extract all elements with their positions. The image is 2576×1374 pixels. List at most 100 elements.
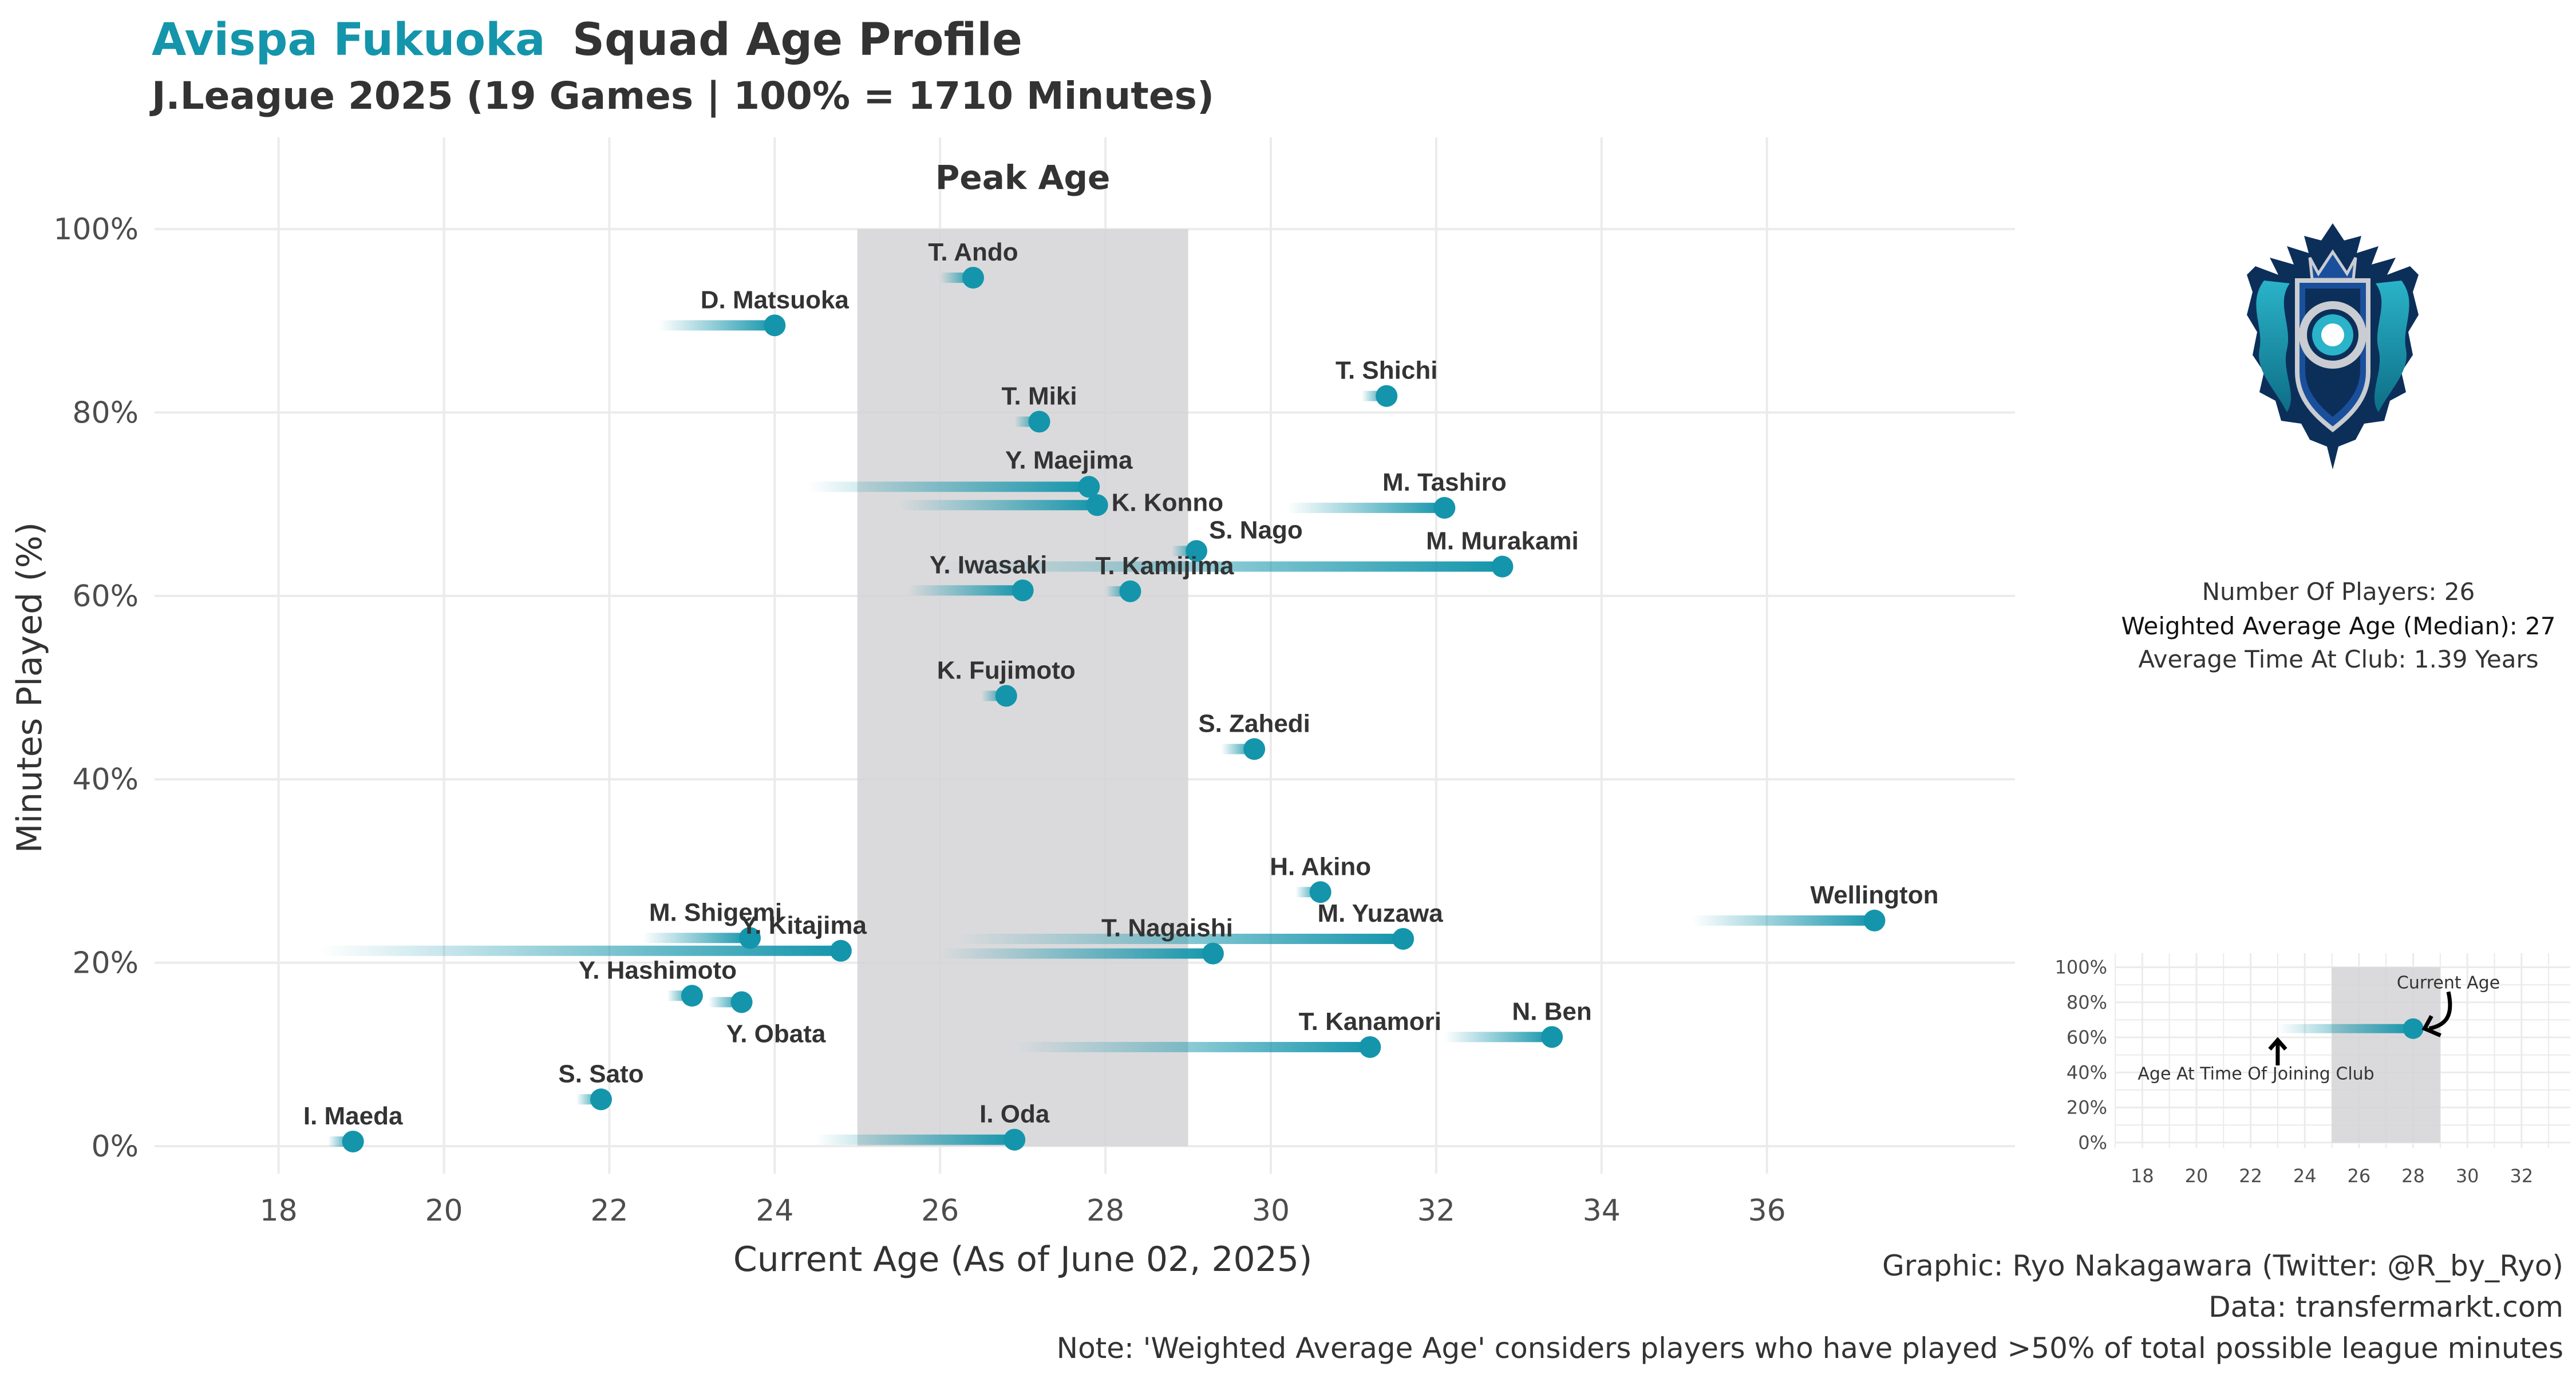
inset-peak-rect xyxy=(2332,967,2440,1143)
main-axes: 18 20 22 24 26 28 30 32 34 36 0% 20% 40% 60% 80% 100% xyxy=(53,212,1785,1228)
player-point xyxy=(1243,738,1266,760)
age-trail xyxy=(642,933,750,943)
x-tick-label: 34 xyxy=(1583,1194,1621,1228)
age-trail xyxy=(957,933,1404,944)
y-tick-label: 0% xyxy=(92,1130,139,1164)
age-trail xyxy=(816,1134,1015,1145)
player-point xyxy=(1202,942,1224,965)
player-point xyxy=(1119,580,1141,602)
x-tick-label: 24 xyxy=(756,1194,793,1228)
x-tick-label: 20 xyxy=(425,1194,463,1228)
inset-y-tick-label: 40% xyxy=(2067,1061,2107,1083)
title-rest: Squad Age Profile xyxy=(572,14,1022,66)
legend-inset: 18 20 22 24 26 28 30 32 0% 20% 40% 60% 80% 100% Curren… xyxy=(2055,953,2570,1187)
inset-x-tick-label: 20 xyxy=(2185,1165,2208,1187)
club-crest-logo xyxy=(2247,223,2419,469)
player-point xyxy=(342,1130,364,1152)
player-point xyxy=(1541,1026,1563,1048)
x-tick-label: 30 xyxy=(1252,1194,1290,1228)
x-tick-label: 26 xyxy=(921,1194,959,1228)
footer-credit: Graphic: Ryo Nakagawara (Twitter: @R_by_… xyxy=(1882,1249,2563,1282)
age-trail xyxy=(1014,1041,1370,1052)
y-tick-label: 100% xyxy=(53,212,139,247)
player-point xyxy=(1186,540,1207,562)
player-point xyxy=(1491,555,1514,578)
player-label: I. Oda xyxy=(979,1100,1050,1128)
player-point xyxy=(1433,497,1456,519)
player-label: Y. Iwasaki xyxy=(930,551,1047,579)
footer-source: Data: transfermarkt.com xyxy=(2208,1290,2563,1324)
age-trail xyxy=(659,320,775,331)
player-point xyxy=(1359,1036,1381,1058)
player-label: S. Nago xyxy=(1209,516,1303,544)
age-trail xyxy=(808,481,1089,492)
player-label: K. Konno xyxy=(1112,488,1224,516)
player-label: T. Kanamori xyxy=(1299,1008,1441,1036)
joining-age-annotation: Age At Time Of Joining Club xyxy=(2138,1064,2374,1084)
y-tick-label: 40% xyxy=(72,763,139,797)
player-point xyxy=(1012,579,1034,602)
player-point xyxy=(764,314,786,337)
x-axis-label: Current Age (As of June 02, 2025) xyxy=(733,1239,1313,1280)
inset-y-tick-label: 20% xyxy=(2067,1097,2107,1119)
player-label: N. Ben xyxy=(1512,997,1591,1025)
age-trail xyxy=(1444,1032,1552,1043)
player-label: D. Matsuoka xyxy=(701,286,850,314)
y-tick-label: 60% xyxy=(72,579,139,614)
inset-x-tick-label: 18 xyxy=(2131,1165,2154,1187)
x-tick-label: 18 xyxy=(260,1194,298,1228)
summary-weighted-age-label: Weighted Average Age (Median): xyxy=(2121,612,2517,640)
player-label: T. Nagaishi xyxy=(1101,914,1233,942)
player-point xyxy=(1078,476,1100,498)
player-point xyxy=(995,685,1017,707)
inset-x-tick-label: 26 xyxy=(2348,1165,2371,1187)
player-label: M. Yuzawa xyxy=(1317,899,1443,927)
age-trail xyxy=(940,948,1213,959)
player-point xyxy=(1309,881,1332,903)
footer-note: Note: 'Weighted Average Age' considers p… xyxy=(1057,1332,2563,1365)
inset-y-tick-label: 100% xyxy=(2055,957,2107,978)
player-point xyxy=(829,939,852,962)
chart-subtitle: J.League 2025 (19 Games | 100% = 1710 Mi… xyxy=(149,74,1214,119)
inset-x-tick-label: 24 xyxy=(2293,1165,2317,1187)
age-trail xyxy=(319,945,841,956)
x-tick-label: 36 xyxy=(1748,1194,1786,1228)
player-point xyxy=(1863,909,1886,931)
player-point xyxy=(1392,927,1415,950)
player-label: T. Shichi xyxy=(1336,357,1437,385)
peak-age-band xyxy=(857,229,1188,1146)
inset-player-point xyxy=(2403,1018,2424,1039)
player-point xyxy=(1003,1128,1026,1151)
summary-player-count: Number Of Players: 26 xyxy=(2202,578,2475,606)
player-label: K. Fujimoto xyxy=(937,656,1076,684)
player-label: M. Shigemi xyxy=(649,898,782,926)
inset-x-tick-label: 32 xyxy=(2510,1165,2533,1187)
player-label: M. Tashiro xyxy=(1382,468,1507,496)
player-label: T. Miki xyxy=(1002,382,1077,410)
player-label: Wellington xyxy=(1810,881,1938,909)
player-label: Y. Obata xyxy=(726,1020,826,1048)
age-trail xyxy=(899,500,1097,511)
x-tick-label: 22 xyxy=(590,1194,628,1228)
current-age-arrowhead xyxy=(2421,1015,2441,1037)
player-label: I. Maeda xyxy=(303,1102,403,1130)
player-label: S. Zahedi xyxy=(1198,709,1310,737)
player-label: T. Kamijima xyxy=(1095,552,1234,580)
player-point xyxy=(1086,494,1108,516)
player-label: Y. Maejima xyxy=(1005,446,1133,474)
inset-y-tick-label: 60% xyxy=(2067,1026,2107,1048)
chart-title: Avispa Fukuoka Squad Age Profile xyxy=(152,14,1022,66)
y-tick-label: 80% xyxy=(72,396,139,431)
player-point xyxy=(739,927,761,949)
current-age-annotation: Current Age xyxy=(2397,973,2500,993)
player-point xyxy=(730,991,753,1013)
joining-age-arrowhead xyxy=(2268,1037,2287,1051)
player-label: S. Sato xyxy=(558,1060,643,1088)
summary-time-at-club: Average Time At Club: 1.39 Years xyxy=(2138,645,2538,673)
inset-y-tick-label: 0% xyxy=(2078,1132,2107,1154)
summary-weighted-age: Weighted Average Age (Median): 27 xyxy=(2121,612,2555,640)
player-label: Y. Kitajima xyxy=(741,911,867,939)
inset-x-tick-label: 30 xyxy=(2456,1165,2479,1187)
inset-x-tick-label: 28 xyxy=(2401,1165,2425,1187)
